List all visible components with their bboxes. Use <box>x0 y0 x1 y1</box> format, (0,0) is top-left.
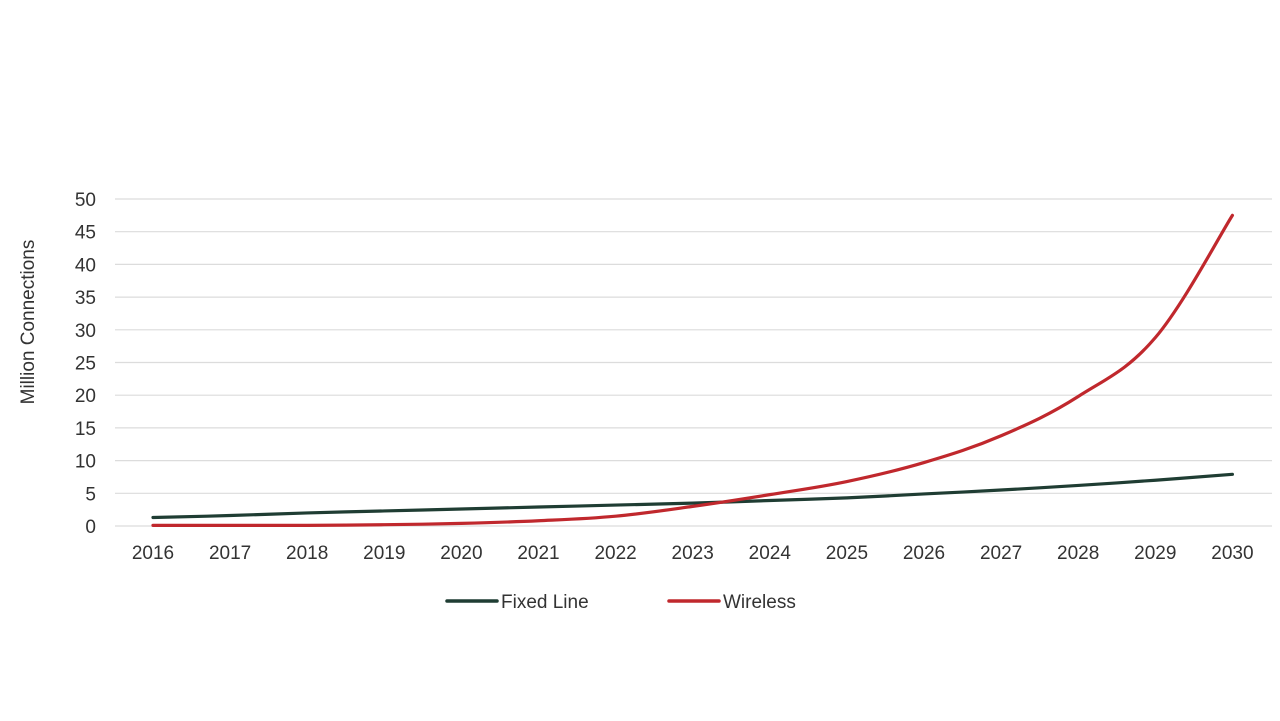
legend-label-wireless: Wireless <box>723 592 796 613</box>
x-tick-label: 2024 <box>749 543 792 564</box>
x-tick-label: 2029 <box>1134 543 1176 564</box>
series-line-wireless <box>151 213 1234 527</box>
y-tick-label: 15 <box>75 419 96 440</box>
y-axis-ticks: 0 5 10 15 20 25 30 35 40 45 50 <box>75 190 96 538</box>
gridlines <box>115 198 1272 527</box>
x-tick-label: 2020 <box>440 543 482 564</box>
series-line-fixed-line <box>151 472 1234 520</box>
y-axis-title: Million Connections <box>18 240 39 405</box>
x-tick-label: 2022 <box>594 543 636 564</box>
x-tick-label: 2030 <box>1211 543 1253 564</box>
x-tick-label: 2017 <box>209 543 251 564</box>
y-tick-label: 35 <box>75 288 96 309</box>
y-tick-label: 10 <box>75 452 96 473</box>
y-tick-label: 40 <box>75 255 96 276</box>
y-tick-label: 30 <box>75 321 96 342</box>
y-tick-label: 50 <box>75 190 96 211</box>
y-tick-label: 45 <box>75 223 96 244</box>
legend: Fixed Line Wireless <box>445 592 796 613</box>
y-tick-label: 20 <box>75 386 96 407</box>
y-tick-label: 25 <box>75 354 96 375</box>
series-lines <box>151 213 1234 527</box>
y-tick-label: 5 <box>85 484 96 505</box>
x-tick-label: 2016 <box>132 543 174 564</box>
x-tick-label: 2027 <box>980 543 1022 564</box>
x-tick-label: 2019 <box>363 543 405 564</box>
x-axis-ticks: 2016 2017 2018 2019 2020 2021 2022 2023 2024 2025… <box>132 543 1254 564</box>
x-tick-label: 2021 <box>517 543 559 564</box>
x-tick-label: 2028 <box>1057 543 1099 564</box>
x-tick-label: 2023 <box>672 543 714 564</box>
legend-label-fixed-line: Fixed Line <box>501 592 589 613</box>
x-tick-label: 2026 <box>903 543 945 564</box>
x-tick-label: 2018 <box>286 543 328 564</box>
y-tick-label: 0 <box>85 517 96 538</box>
x-tick-label: 2025 <box>826 543 868 564</box>
